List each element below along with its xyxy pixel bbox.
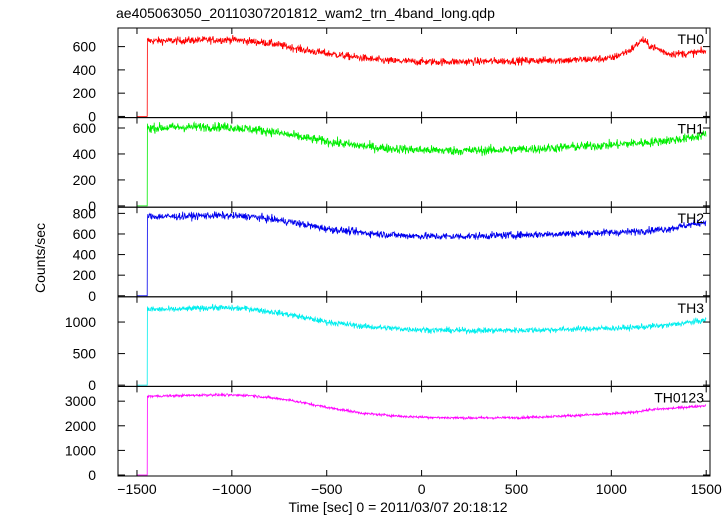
y-tick-label: 800 <box>73 205 97 221</box>
y-tick-label: 0 <box>88 108 96 124</box>
y-tick-label: 2000 <box>65 418 96 434</box>
panel-th2: 0 200 400 600 800 TH2 <box>73 205 711 304</box>
x-tick-label: 0 <box>418 481 426 497</box>
y-tick-label: 0 <box>88 198 96 214</box>
x-tick-label: 1500 <box>691 481 722 497</box>
y-tick-label: 0 <box>88 467 96 483</box>
panel-th0123: 0 1000 2000 3000 TH0123 <box>65 385 711 483</box>
y-axis-title: Counts/sec <box>32 223 48 293</box>
panel-label-th1: TH1 <box>678 121 705 137</box>
y-tick-label: 400 <box>73 62 97 78</box>
y-tick-label: 600 <box>73 120 97 136</box>
series-line-th3 <box>137 303 707 386</box>
y-tick-label: 0 <box>88 377 96 393</box>
panel-frame <box>117 117 711 208</box>
chart-title: ae405063050_20110307201812_wam2_trn_4ban… <box>116 5 495 21</box>
y-tick-label: 1000 <box>65 314 96 330</box>
x-tick-label: −1000 <box>212 481 252 497</box>
panel-label-th0123: TH0123 <box>654 389 704 405</box>
x-axis-title: Time [sec] 0 = 2011/03/07 20:18:12 <box>288 499 507 515</box>
panel-frame <box>117 206 711 298</box>
series-line-th2 <box>137 211 707 297</box>
panel-frame <box>117 385 711 477</box>
x-tick-label: 1000 <box>596 481 627 497</box>
panel-label-th0: TH0 <box>678 31 705 47</box>
panel-label-th2: TH2 <box>678 210 705 226</box>
panel-label-th3: TH3 <box>678 300 705 316</box>
y-tick-label: 0 <box>88 288 96 304</box>
panels-group: 0 200 400 600 TH0 0 200 400 600 TH1 0 200 400 600 800 T… <box>65 27 722 497</box>
y-tick-label: 200 <box>73 85 97 101</box>
y-tick-label: 3000 <box>65 393 96 409</box>
x-tick-label: 500 <box>505 481 529 497</box>
y-tick-label: 200 <box>73 267 97 283</box>
y-tick-label: 600 <box>73 39 97 55</box>
panel-th1: 0 200 400 600 TH1 <box>73 117 711 214</box>
panel-th3: 0 500 1000 TH3 <box>65 296 711 393</box>
y-tick-label: 400 <box>73 146 97 162</box>
y-tick-label: 400 <box>73 247 97 263</box>
y-tick-label: 200 <box>73 172 97 188</box>
y-tick-label: 600 <box>73 226 97 242</box>
panel-frame <box>117 296 711 387</box>
x-tick-label: −1500 <box>117 481 157 497</box>
y-tick-label: 500 <box>73 346 97 362</box>
series-line-th0 <box>137 35 707 117</box>
series-line-th1 <box>137 121 707 207</box>
x-tick-label: −500 <box>311 481 343 497</box>
series-line-th0123 <box>137 392 707 476</box>
y-tick-label: 1000 <box>65 442 96 458</box>
panel-frame <box>117 27 711 119</box>
panel-th0: 0 200 400 600 TH0 <box>73 27 711 124</box>
